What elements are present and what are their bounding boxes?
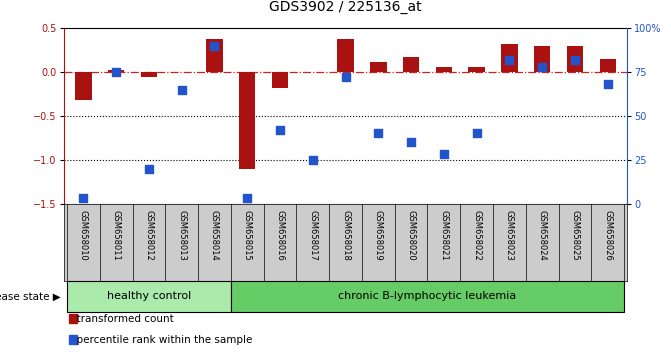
Text: GSM658026: GSM658026 xyxy=(603,210,612,261)
Text: GSM658014: GSM658014 xyxy=(210,210,219,261)
Point xyxy=(340,75,351,80)
Bar xyxy=(534,46,550,72)
Bar xyxy=(67,281,231,312)
Bar xyxy=(370,62,386,72)
Text: GSM658015: GSM658015 xyxy=(243,210,252,261)
Bar xyxy=(231,281,624,312)
Text: disease state ▶: disease state ▶ xyxy=(0,291,60,302)
Text: percentile rank within the sample: percentile rank within the sample xyxy=(70,335,253,345)
Text: GSM658025: GSM658025 xyxy=(570,210,580,261)
Bar xyxy=(206,39,223,72)
Text: GSM658023: GSM658023 xyxy=(505,210,514,261)
Text: GSM658018: GSM658018 xyxy=(341,210,350,261)
Bar xyxy=(272,72,289,88)
Bar xyxy=(435,67,452,72)
Bar xyxy=(403,57,419,72)
Point xyxy=(570,57,580,63)
Text: GSM658024: GSM658024 xyxy=(537,210,547,261)
Point xyxy=(78,195,89,201)
Text: chronic B-lymphocytic leukemia: chronic B-lymphocytic leukemia xyxy=(338,291,517,302)
Text: healthy control: healthy control xyxy=(107,291,191,302)
Text: GSM658021: GSM658021 xyxy=(440,210,448,261)
Point xyxy=(373,131,384,136)
Text: transformed count: transformed count xyxy=(70,314,174,324)
Bar xyxy=(501,44,517,72)
Point xyxy=(144,166,154,171)
Bar xyxy=(75,72,92,100)
Bar xyxy=(239,72,256,169)
Point xyxy=(274,127,285,133)
Point xyxy=(209,43,220,49)
Text: GSM658012: GSM658012 xyxy=(144,210,154,261)
Point xyxy=(307,157,318,162)
Bar xyxy=(567,46,583,72)
Text: GSM658013: GSM658013 xyxy=(177,210,187,261)
Text: GSM658020: GSM658020 xyxy=(407,210,415,261)
Text: GSM658010: GSM658010 xyxy=(79,210,88,261)
Point xyxy=(242,195,252,201)
Text: GSM658011: GSM658011 xyxy=(111,210,121,261)
Text: GSM658016: GSM658016 xyxy=(276,210,285,261)
Bar xyxy=(141,72,157,78)
Point xyxy=(603,81,613,87)
Bar xyxy=(468,67,485,72)
Text: GSM658019: GSM658019 xyxy=(374,210,383,261)
Point xyxy=(176,87,187,92)
Point xyxy=(537,64,548,70)
Text: GSM658017: GSM658017 xyxy=(308,210,317,261)
Bar xyxy=(599,59,616,72)
Text: GDS3902 / 225136_at: GDS3902 / 225136_at xyxy=(269,0,422,14)
Point xyxy=(439,152,450,157)
Bar xyxy=(338,39,354,72)
Point xyxy=(471,131,482,136)
Text: GSM658022: GSM658022 xyxy=(472,210,481,261)
Point xyxy=(504,57,515,63)
Point xyxy=(406,139,417,145)
Bar xyxy=(108,70,124,72)
Point xyxy=(111,69,121,75)
